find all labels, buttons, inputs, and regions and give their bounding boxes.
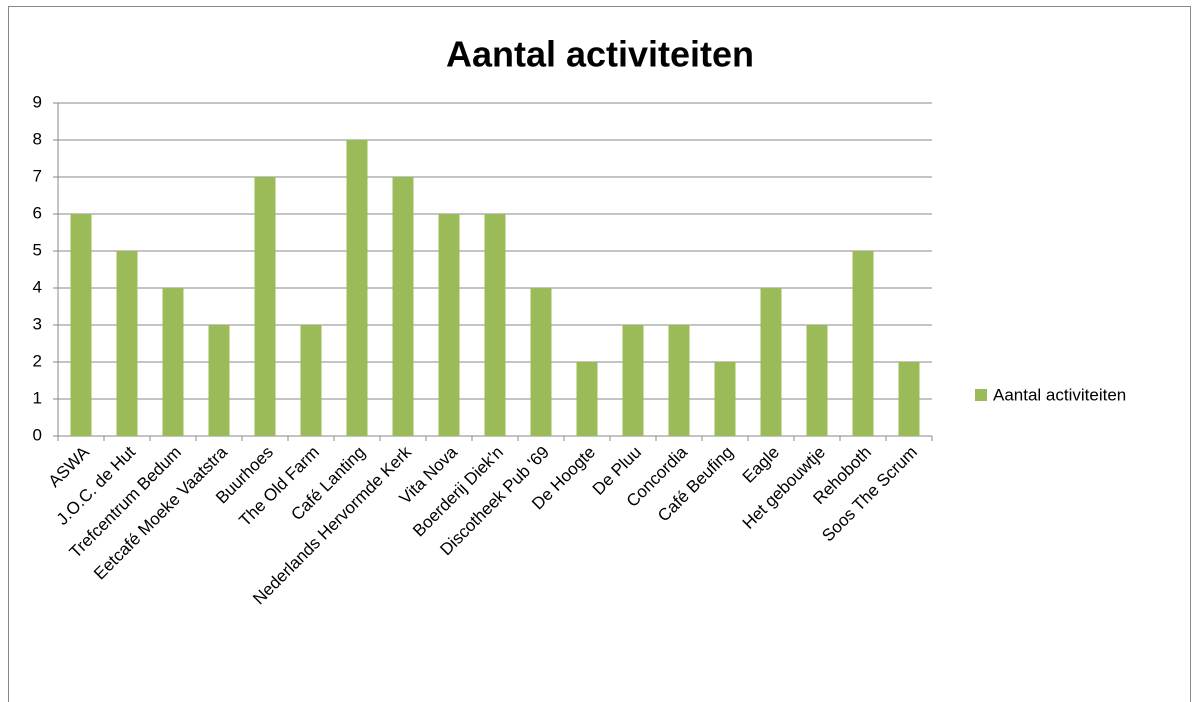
bar <box>576 362 598 436</box>
bar <box>254 177 276 436</box>
chart-frame <box>8 6 1191 702</box>
bar <box>852 251 874 436</box>
legend-label: Aantal activiteiten <box>993 385 1126 404</box>
y-tick-label: 4 <box>33 277 42 296</box>
y-tick-label: 9 <box>33 92 42 111</box>
bar <box>898 362 920 436</box>
y-tick-label: 6 <box>33 203 42 222</box>
bar <box>806 325 828 436</box>
bar <box>760 288 782 436</box>
bar <box>438 214 460 436</box>
bar <box>208 325 230 436</box>
bar <box>530 288 552 436</box>
bar <box>668 325 690 436</box>
y-tick-label: 5 <box>33 240 42 259</box>
y-tick-label: 3 <box>33 314 42 333</box>
y-tick-label: 8 <box>33 129 42 148</box>
bar <box>70 214 92 436</box>
bar <box>346 140 368 436</box>
bar <box>484 214 506 436</box>
bar <box>162 288 184 436</box>
bar <box>622 325 644 436</box>
bar <box>714 362 736 436</box>
y-tick-label: 2 <box>33 351 42 370</box>
bar <box>300 325 322 436</box>
y-tick-label: 7 <box>33 166 42 185</box>
bar <box>116 251 138 436</box>
chart-title: Aantal activiteiten <box>446 34 754 75</box>
legend-swatch <box>975 389 987 401</box>
y-tick-label: 0 <box>33 425 42 444</box>
y-tick-label: 1 <box>33 388 42 407</box>
bar <box>392 177 414 436</box>
